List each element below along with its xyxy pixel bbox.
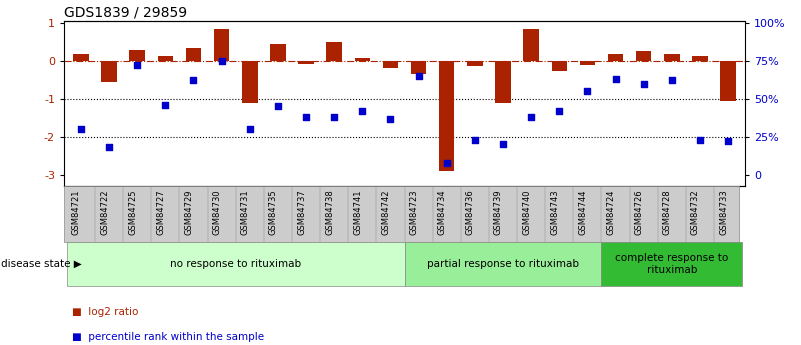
Text: GSM84726: GSM84726 xyxy=(634,189,644,235)
Bar xyxy=(495,61,511,102)
Bar xyxy=(411,61,426,74)
Point xyxy=(384,116,396,121)
Bar xyxy=(580,61,595,65)
Bar xyxy=(102,61,117,82)
Bar xyxy=(608,54,623,61)
Bar xyxy=(720,61,736,101)
Point xyxy=(272,104,284,109)
Bar xyxy=(327,42,342,61)
Point xyxy=(356,108,368,114)
Point xyxy=(300,114,312,120)
Point xyxy=(103,145,115,150)
Text: GSM84738: GSM84738 xyxy=(325,189,334,235)
Point xyxy=(609,76,622,82)
Point xyxy=(638,81,650,86)
Point xyxy=(215,58,228,63)
Point xyxy=(328,114,340,120)
Text: GSM84730: GSM84730 xyxy=(212,189,222,235)
Text: complete response to
rituximab: complete response to rituximab xyxy=(615,253,728,275)
Text: partial response to rituximab: partial response to rituximab xyxy=(427,259,579,269)
Text: GSM84739: GSM84739 xyxy=(494,189,503,235)
Bar xyxy=(73,54,89,61)
Point xyxy=(159,102,171,108)
Point xyxy=(553,108,566,114)
Text: GSM84743: GSM84743 xyxy=(550,189,559,235)
Text: disease state ▶: disease state ▶ xyxy=(1,259,82,269)
Point xyxy=(131,62,143,68)
Text: GSM84736: GSM84736 xyxy=(466,189,475,235)
Text: GSM84734: GSM84734 xyxy=(437,189,447,235)
Text: ■  log2 ratio: ■ log2 ratio xyxy=(72,307,139,317)
Point xyxy=(722,139,735,144)
Text: GSM84722: GSM84722 xyxy=(100,189,109,235)
Point xyxy=(74,126,87,132)
Text: GSM84732: GSM84732 xyxy=(691,189,700,235)
Bar xyxy=(270,43,286,61)
Text: GSM84741: GSM84741 xyxy=(353,189,362,235)
Bar xyxy=(158,56,173,61)
Text: GSM84729: GSM84729 xyxy=(184,189,194,235)
Text: GSM84724: GSM84724 xyxy=(606,189,615,235)
Bar xyxy=(602,241,742,286)
Point xyxy=(525,114,537,120)
Text: GSM84733: GSM84733 xyxy=(719,189,728,235)
Text: GSM84735: GSM84735 xyxy=(269,189,278,235)
Text: GSM84723: GSM84723 xyxy=(409,189,419,235)
Bar xyxy=(186,49,201,61)
Bar xyxy=(67,241,405,286)
Bar xyxy=(298,61,314,64)
Text: GDS1839 / 29859: GDS1839 / 29859 xyxy=(64,6,187,20)
Bar xyxy=(664,54,679,61)
Bar xyxy=(523,29,539,61)
Point xyxy=(469,137,481,142)
Text: GSM84725: GSM84725 xyxy=(128,189,137,235)
Bar xyxy=(383,61,398,68)
Bar xyxy=(552,61,567,71)
Text: GSM84742: GSM84742 xyxy=(381,189,390,235)
Bar xyxy=(636,51,651,61)
Text: GSM84728: GSM84728 xyxy=(662,189,672,235)
Bar xyxy=(130,50,145,61)
Bar xyxy=(214,29,229,61)
Text: GSM84721: GSM84721 xyxy=(72,189,81,235)
Text: GSM84731: GSM84731 xyxy=(241,189,250,235)
Point xyxy=(497,142,509,147)
Text: GSM84737: GSM84737 xyxy=(297,189,306,235)
Bar xyxy=(467,61,482,66)
Bar xyxy=(242,61,257,102)
Point xyxy=(694,137,706,142)
Text: GSM84727: GSM84727 xyxy=(156,189,165,235)
Text: GSM84740: GSM84740 xyxy=(522,189,531,235)
Text: GSM84744: GSM84744 xyxy=(578,189,587,235)
Point xyxy=(413,73,425,79)
Bar xyxy=(355,58,370,61)
Point xyxy=(187,78,200,83)
Point xyxy=(666,78,678,83)
Point xyxy=(441,160,453,166)
Point xyxy=(244,126,256,132)
Point xyxy=(581,88,594,94)
Bar xyxy=(405,241,602,286)
Bar xyxy=(692,56,707,61)
Text: no response to rituximab: no response to rituximab xyxy=(170,259,301,269)
Bar xyxy=(439,61,454,171)
Text: ■  percentile rank within the sample: ■ percentile rank within the sample xyxy=(72,332,264,342)
